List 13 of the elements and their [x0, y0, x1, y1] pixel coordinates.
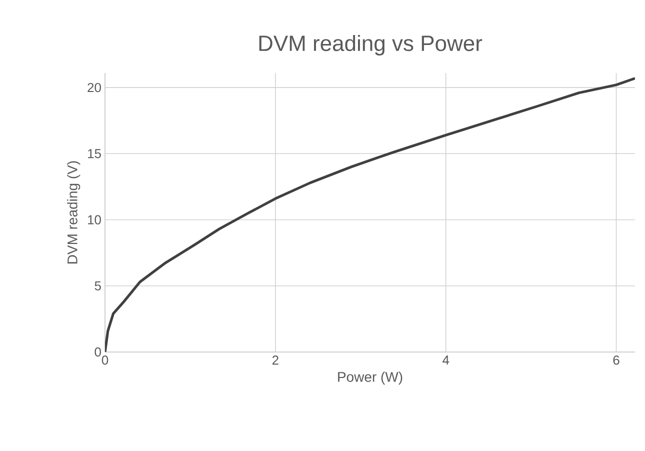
- chart-title: DVM reading vs Power: [259, 34, 482, 56]
- x-tick-label: 0: [102, 356, 108, 365]
- y-tick-label: 15: [88, 149, 101, 158]
- x-tick-label: 6: [613, 356, 620, 365]
- x-axis-title: Power (W): [338, 372, 402, 385]
- y-tick-label: 20: [88, 82, 101, 92]
- y-tick-label: 5: [94, 281, 101, 290]
- y-tick-label: 10: [88, 215, 101, 224]
- y-tick-label: 0: [94, 347, 101, 357]
- y-axis-title: DVM reading (V): [67, 161, 80, 264]
- x-tick-label: 2: [272, 356, 278, 365]
- x-tick-label: 4: [442, 356, 450, 364]
- line-series: [105, 76, 636, 352]
